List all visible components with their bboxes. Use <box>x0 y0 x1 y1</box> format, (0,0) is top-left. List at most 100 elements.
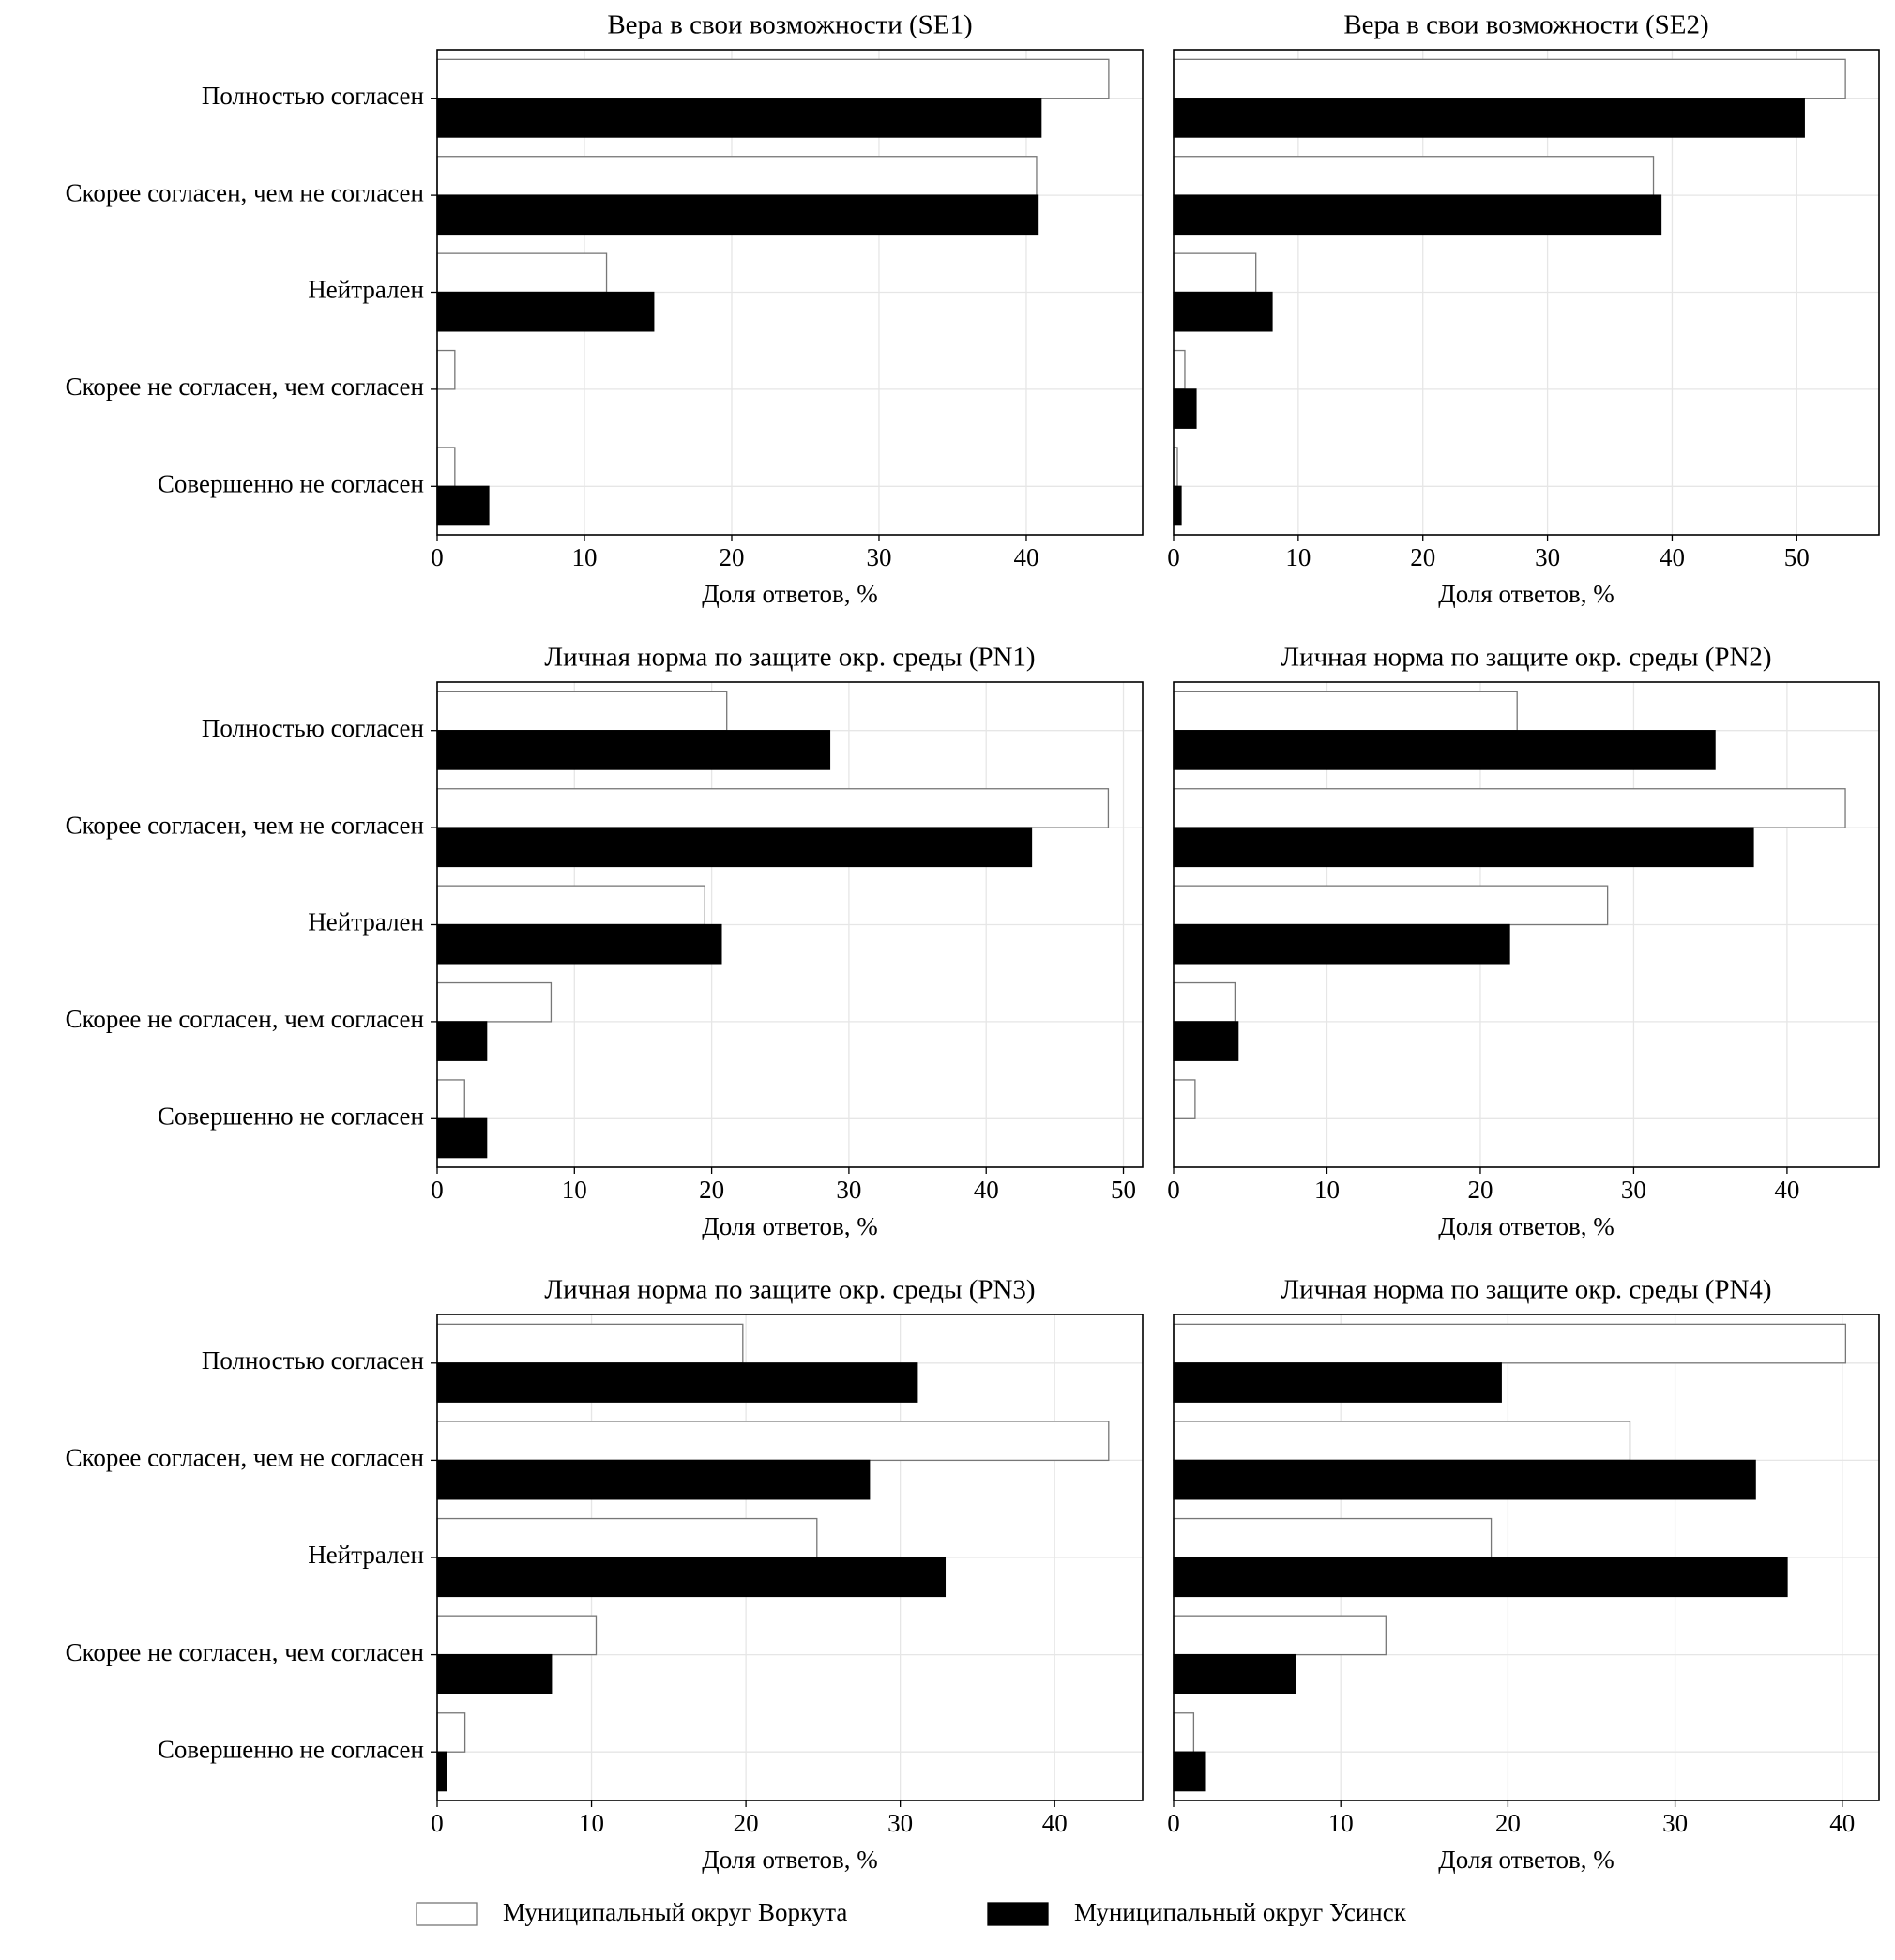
x-tick-label: 0 <box>431 543 444 571</box>
x-axis-label: Доля ответов, % <box>702 580 877 608</box>
x-tick-label: 10 <box>1328 1809 1354 1837</box>
y-tick-label: Полностью согласен <box>202 714 424 742</box>
bar <box>436 58 1110 99</box>
bar <box>436 98 1042 138</box>
bar <box>1173 194 1662 236</box>
y-tick-label: Совершенно не согласен <box>158 1102 424 1131</box>
chart-title: Личная норма по защите окр. среды (PN2) <box>1281 643 1771 673</box>
x-tick-label: 20 <box>1410 543 1435 571</box>
plot-frame <box>1173 1314 1880 1801</box>
bar <box>1173 1079 1196 1119</box>
bar <box>1173 1323 1847 1364</box>
y-tick-label: Скорее согласен, чем не согласен <box>66 811 424 839</box>
bar <box>1173 156 1655 196</box>
bar <box>436 485 490 526</box>
y-tick-label: Полностью согласен <box>202 1346 424 1375</box>
bar <box>436 447 456 487</box>
plot-frame <box>1173 681 1880 1168</box>
x-tick-label: 10 <box>1285 543 1311 571</box>
x-axis-label: Доля ответов, % <box>702 1846 877 1874</box>
bar <box>436 981 553 1023</box>
x-tick-label: 40 <box>1042 1809 1068 1837</box>
x-tick-label: 40 <box>1660 543 1685 571</box>
bar <box>436 1751 447 1792</box>
x-tick-label: 50 <box>1111 1176 1136 1204</box>
bar <box>436 156 1038 196</box>
x-tick-label: 50 <box>1784 543 1810 571</box>
y-tick-label: Совершенно не согласен <box>158 470 424 498</box>
bar <box>436 1362 918 1403</box>
x-tick-label: 10 <box>1314 1176 1340 1204</box>
y-tick-label: Нейтрален <box>308 1541 424 1569</box>
x-tick-label: 20 <box>1467 1176 1493 1204</box>
bar <box>1173 1615 1387 1656</box>
plot-frame <box>1173 49 1880 536</box>
bar <box>1173 1021 1239 1061</box>
bar <box>436 349 456 390</box>
legend-label: Муниципальный округ Усинск <box>1074 1898 1407 1926</box>
x-tick-label: 40 <box>974 1176 999 1204</box>
x-tick-label: 0 <box>1167 543 1180 571</box>
bar <box>436 923 722 965</box>
y-tick-label: Скорее согласен, чем не согласен <box>66 178 424 206</box>
bar <box>1173 1362 1502 1403</box>
bar <box>436 194 1039 236</box>
bar <box>1173 349 1186 390</box>
plot-frame <box>436 49 1144 536</box>
bar <box>436 1712 466 1753</box>
legend-label: Муниципальный округ Воркута <box>503 1898 847 1926</box>
plot-frame <box>436 681 1144 1168</box>
bar <box>436 1323 744 1364</box>
x-tick-label: 10 <box>571 543 597 571</box>
x-axis-label: Доля ответов, % <box>1438 1212 1614 1240</box>
x-tick-label: 30 <box>836 1176 861 1204</box>
bar <box>1173 58 1846 99</box>
x-tick-label: 40 <box>1829 1809 1855 1837</box>
bar <box>1173 923 1510 965</box>
x-tick-label: 30 <box>1621 1176 1646 1204</box>
x-tick-label: 0 <box>1167 1176 1180 1204</box>
x-tick-label: 30 <box>1662 1809 1688 1837</box>
x-tick-label: 20 <box>719 543 744 571</box>
x-tick-label: 20 <box>699 1176 724 1204</box>
x-tick-label: 10 <box>562 1176 587 1204</box>
bar <box>1173 1712 1195 1753</box>
bar <box>1173 291 1273 332</box>
bar <box>1173 885 1609 926</box>
bar <box>436 788 1110 828</box>
bar <box>436 1557 947 1598</box>
bar <box>1173 1751 1206 1792</box>
y-tick-label: Нейтрален <box>308 908 424 936</box>
bar <box>436 691 728 732</box>
y-tick-label: Скорее не согласен, чем согласен <box>66 1638 424 1666</box>
bar <box>436 1653 553 1694</box>
bar <box>436 1615 598 1656</box>
y-tick-label: Скорее не согласен, чем согласен <box>66 372 424 401</box>
chart-title: Личная норма по защите окр. среды (PN3) <box>544 1275 1035 1305</box>
x-tick-label: 40 <box>1774 1176 1799 1204</box>
bar <box>436 1021 488 1061</box>
x-tick-label: 10 <box>579 1809 604 1837</box>
y-tick-label: Нейтрален <box>308 276 424 304</box>
x-tick-label: 0 <box>431 1809 444 1837</box>
x-tick-label: 30 <box>1535 543 1560 571</box>
bar <box>1173 485 1182 526</box>
x-axis-label: Доля ответов, % <box>702 1212 877 1240</box>
y-tick-label: Совершенно не согласен <box>158 1735 424 1763</box>
bar <box>436 730 831 770</box>
bar <box>436 885 705 926</box>
x-tick-label: 30 <box>866 543 891 571</box>
x-tick-label: 20 <box>734 1809 759 1837</box>
x-axis-label: Доля ответов, % <box>1438 1846 1614 1874</box>
bar <box>1173 827 1754 868</box>
bar <box>1173 981 1236 1023</box>
y-tick-label: Скорее согласен, чем не согласен <box>66 1444 424 1472</box>
x-axis-label: Доля ответов, % <box>1438 580 1614 608</box>
y-tick-label: Полностью согласен <box>202 82 424 110</box>
bar <box>1173 1653 1296 1694</box>
x-tick-label: 0 <box>1167 1809 1180 1837</box>
bar <box>1173 98 1805 138</box>
chart-title: Личная норма по защите окр. среды (PN1) <box>544 643 1035 673</box>
bar <box>1173 788 1846 828</box>
